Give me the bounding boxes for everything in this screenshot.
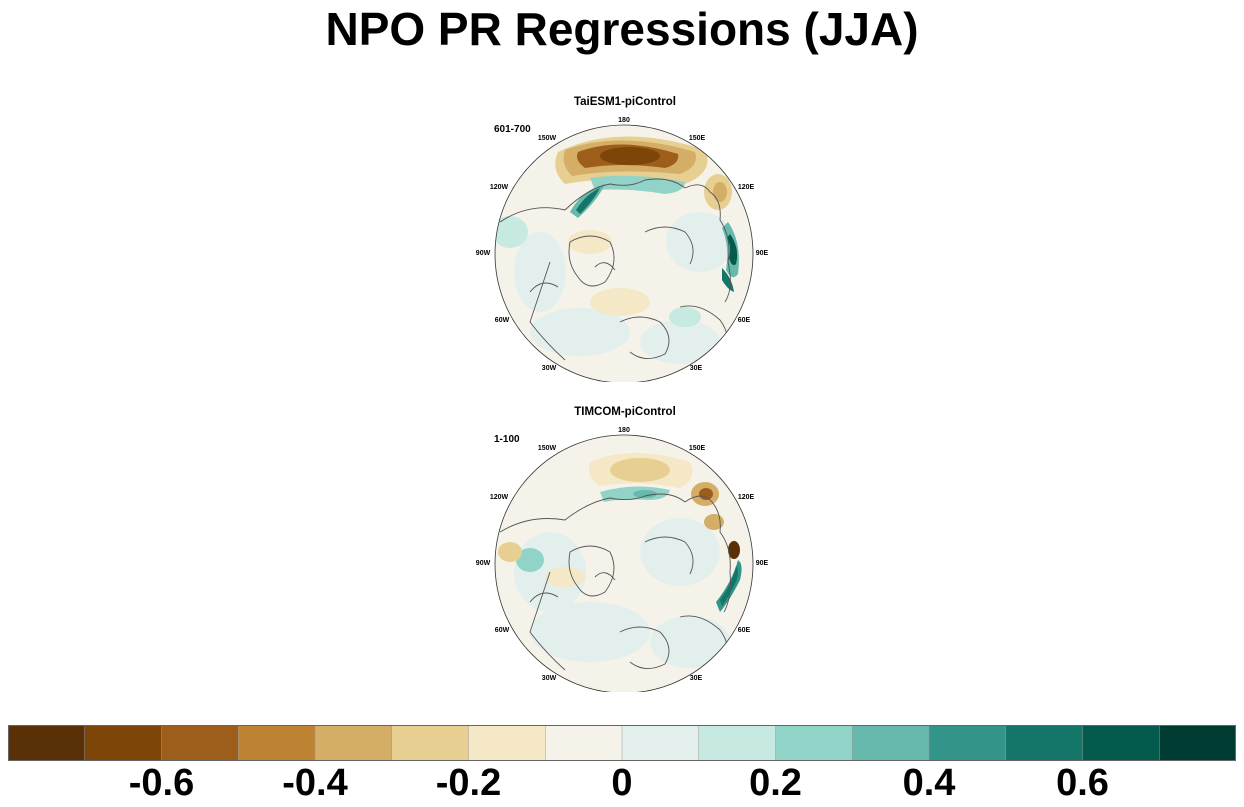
lon-label-150w: 150W (538, 445, 557, 452)
colorbar-segment (391, 725, 470, 761)
lon-label-30e: 30E (690, 365, 703, 372)
colorbar-tick-label: 0.2 (749, 762, 802, 804)
east-asia-wet-streak-south (722, 268, 734, 292)
lon-label-90w: 90W (476, 560, 491, 567)
bering-wet-core (633, 490, 657, 498)
colorbar (8, 725, 1236, 761)
lon-label-120w: 120W (490, 184, 509, 191)
colorbar-tick-label: 0.4 (902, 762, 956, 804)
east-asia-dry-patch (704, 514, 724, 530)
panel-years: 601-700 (494, 124, 531, 135)
wet-patch-west (495, 216, 528, 248)
lon-label-60w: 60W (495, 317, 510, 324)
wet-patch-black-sea (669, 307, 701, 327)
colorbar-segment (698, 725, 777, 761)
colorbar-segment (775, 725, 853, 761)
map-boundary (494, 434, 754, 692)
wet-patch-siberia (666, 212, 734, 272)
wet-patch-canada (514, 232, 566, 312)
dry-patch-west (498, 542, 522, 562)
east-asia-dry-core (728, 541, 740, 559)
lon-label-60e: 60E (738, 317, 751, 324)
north-pacific-dry-peak (600, 147, 660, 165)
east-asia-wet-streak (727, 234, 738, 266)
colorbar-segment (468, 725, 546, 761)
colorbar-segment (621, 725, 700, 761)
map-boundary (494, 124, 754, 382)
lon-label-30w: 30W (542, 365, 557, 372)
dry-patch-arctic (568, 230, 612, 254)
colorbar-segment (1082, 725, 1160, 761)
east-asia-dry-patch (713, 182, 727, 202)
colorbar-segment (238, 725, 316, 761)
colorbar-segment (84, 725, 163, 761)
wet-patch-west (516, 548, 544, 572)
colorbar-tick-labels: -0.6 -0.4 -0.2 0 0.2 0.4 0.6 (8, 762, 1236, 806)
colorbar-segment (1005, 725, 1084, 761)
polar-map-timcom: 180 150E 120E 90E 60E 30E 0 30W 60W 90W … (476, 427, 769, 692)
colorbar-segment (1159, 725, 1236, 761)
colorbar-outline (8, 725, 1236, 761)
lon-label-120e: 120E (738, 494, 755, 501)
japan-dry-patch (699, 488, 713, 500)
lon-label-150e: 150E (689, 135, 706, 142)
map-panel-timcom: 180 150E 120E 90E 60E 30E 0 30W 60W 90W … (470, 402, 780, 692)
alaska-wet-streak (576, 188, 600, 214)
colorbar-tick-label: -0.6 (128, 762, 195, 804)
colorbar-segment (852, 725, 930, 761)
colorbar-tick-label: -0.2 (435, 762, 502, 804)
lon-label-120w: 120W (490, 494, 509, 501)
panel-title: TIMCOM-piControl (574, 406, 676, 418)
dry-patch-hudson (545, 567, 585, 587)
wet-patch-atlantic (530, 602, 650, 662)
lon-label-90e: 90E (756, 560, 769, 567)
lon-label-180: 180 (618, 427, 630, 434)
lon-label-60e: 60E (738, 627, 751, 634)
panel-years: 1-100 (494, 434, 520, 445)
lon-label-150w: 150W (538, 135, 557, 142)
bering-wet-band (590, 175, 685, 194)
lon-label-90w: 90W (476, 250, 491, 257)
lon-label-120e: 120E (738, 184, 755, 191)
colorbar-segment (8, 725, 86, 761)
colorbar-segment (161, 725, 239, 761)
colorbar-segment (928, 725, 1007, 761)
colorbar-segment (314, 725, 393, 761)
figure-title: NPO PR Regressions (JJA) (325, 3, 919, 55)
wet-patch-siberia (640, 518, 720, 586)
wet-patch-europe (640, 320, 720, 364)
coastlines (499, 493, 731, 671)
polar-map-taiesm1: 180 150E 120E 90E 60E 30E 0 30W 60W 90W … (476, 117, 769, 382)
wet-patch-atlantic (530, 308, 630, 356)
map-panel-taiesm1: 180 150E 120E 90E 60E 30E 0 30W 60W 90W … (470, 92, 780, 382)
lon-label-60w: 60W (495, 627, 510, 634)
east-asia-wet-streak (720, 566, 738, 606)
lon-label-90e: 90E (756, 250, 769, 257)
lon-label-30e: 30E (690, 675, 703, 682)
dry-patch-greenland (590, 288, 650, 316)
lon-label-180: 180 (618, 117, 630, 124)
lon-label-30w: 30W (542, 675, 557, 682)
colorbar-tick-label: 0.6 (1056, 762, 1109, 804)
colorbar-tick-label: 0 (611, 762, 633, 804)
colorbar-tick-label: -0.4 (282, 762, 348, 804)
colorbar-segment (545, 725, 623, 761)
north-pacific-dry-band (610, 458, 670, 482)
panel-title: TaiESM1-piControl (573, 96, 676, 108)
lon-label-150e: 150E (689, 445, 706, 452)
wet-patch-europe (650, 616, 730, 668)
